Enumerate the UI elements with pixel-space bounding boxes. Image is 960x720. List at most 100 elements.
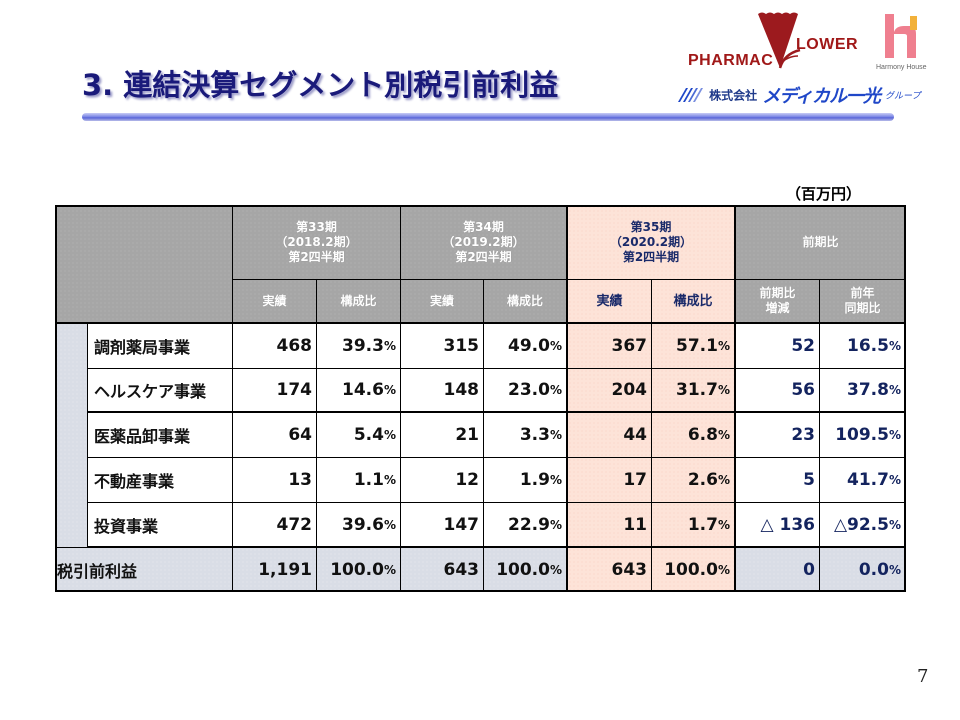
table-cell-chg: △ 136 [736,503,820,548]
pharmacy-logo-text-right: LOWER [796,36,859,53]
cell-value: △ 136 [760,514,815,535]
subheader-change-line1: 前期比 [759,286,796,300]
table-cell-p35r: 1.7% [652,503,736,548]
period-33-line2: （2018.2期） [275,234,358,249]
period-33-line1: 第33期 [296,219,337,234]
period-header-35: 第35期 （2020.2期） 第2四半期 [568,205,736,280]
cell-value: 1.1 [353,470,384,490]
table-cell-p33r: 5.4% [317,413,401,458]
percent-sign: % [549,339,562,353]
subheader-yoy-line2: 同期比 [844,301,881,315]
table-cell-p33: 174 [233,369,317,413]
cell-value: 39.6 [342,514,384,535]
cell-value: 5.4 [353,425,384,445]
table-cell-p33r: 14.6% [317,369,401,413]
cell-value: 31.7 [676,380,718,400]
cell-value: 13 [288,470,312,490]
subheader-change-line2: 増減 [765,301,790,315]
cell-value: 22.9 [508,514,550,535]
period-34-line3: 第2四半期 [455,249,512,264]
percent-sign: % [888,473,901,487]
row-label: ヘルスケア事業 [88,369,233,413]
table-cell-p35: 44 [568,413,652,458]
period-header-33: 第33期 （2018.2期） 第2四半期 [233,205,401,280]
subheader-ratio-33: 構成比 [317,280,401,324]
cell-value: 37.8 [847,380,889,400]
percent-sign: % [717,339,730,353]
cell-value: 56 [791,380,815,400]
cell-value: 174 [276,380,313,400]
subheader-ratio-34: 構成比 [484,280,568,324]
page-title: 3. 連結決算セグメント別税引前利益 [82,68,559,102]
table-cell-yoy: 41.7% [820,458,906,503]
comparison-header: 前期比 [736,205,906,280]
cell-value: 0 [803,559,815,580]
cell-value: 41.7 [847,470,889,490]
table-cell-p34r: 23.0% [484,369,568,413]
subheader-ratio-35: 構成比 [652,280,736,324]
cell-value: 5 [803,470,815,490]
percent-sign: % [888,562,901,577]
segment-indent [55,324,88,548]
row-label: 不動産事業 [88,458,233,503]
segment-profit-table: 第33期 （2018.2期） 第2四半期 第34期 （2019.2期） 第2四半… [55,205,906,592]
total-cell-p33r: 100.0% [317,548,401,592]
percent-sign: % [717,562,730,577]
percent-sign: % [717,383,730,397]
percent-sign: % [383,562,396,577]
period-35-line3: 第2四半期 [622,249,680,264]
cell-value: 100.0 [496,559,550,580]
table-cell-p33r: 39.6% [317,503,401,548]
cell-value: 21 [455,425,479,445]
cell-value: 14.6 [342,380,384,400]
total-cell-chg: 0 [736,548,820,592]
table-cell-p33: 472 [233,503,317,548]
comparison-header-label: 前期比 [802,234,839,249]
total-cell-yoy: 0.0% [820,548,906,592]
cell-value: 49.0 [508,336,550,356]
percent-sign: % [549,473,562,487]
page-number: 7 [917,666,929,687]
table-cell-p34r: 3.3% [484,413,568,458]
table-cell-p35r: 31.7% [652,369,736,413]
cell-value: 315 [443,336,480,356]
cell-value: 57.1 [676,336,718,356]
pharmacy-flower-logo: PHARMAC LOWER [688,8,858,78]
cell-value: 100.0 [330,559,384,580]
cell-value: 52 [791,336,815,356]
table-cell-yoy: 37.8% [820,369,906,413]
table-cell-chg: 5 [736,458,820,503]
harmony-house-logo: Harmony House [870,10,950,71]
period-33-line3: 第2四半期 [288,249,345,264]
flower-icon [758,12,801,69]
harmony-h-icon [885,14,917,58]
percent-sign: % [549,562,562,577]
subheader-actual-34: 実績 [401,280,484,324]
percent-sign: % [549,428,562,442]
cell-value: 2.6 [687,470,718,490]
percent-sign: % [383,517,396,532]
percent-sign: % [383,473,396,487]
cell-value: 100.0 [664,559,718,580]
table-cell-chg: 52 [736,324,820,369]
cell-value: 6.8 [687,425,718,445]
header-corner [55,205,233,324]
total-cell-p33: 1,191 [233,548,317,592]
cell-value: 1.9 [519,470,550,490]
table-cell-p33: 468 [233,324,317,369]
percent-sign: % [717,473,730,487]
table-cell-p35r: 6.8% [652,413,736,458]
pharmacy-logo-text-left: PHARMAC [688,52,774,69]
table-cell-p34: 147 [401,503,484,548]
percent-sign: % [383,339,396,353]
period-header-34: 第34期 （2019.2期） 第2四半期 [401,205,568,280]
table-cell-p35r: 2.6% [652,458,736,503]
total-cell-p34r: 100.0% [484,548,568,592]
percent-sign: % [383,428,396,442]
subheader-actual-35: 実績 [568,280,652,324]
table-cell-p34: 148 [401,369,484,413]
table-cell-yoy: 16.5% [820,324,906,369]
percent-sign: % [549,383,562,397]
row-label: 投資事業 [88,503,233,548]
cell-value: 23 [791,425,815,445]
